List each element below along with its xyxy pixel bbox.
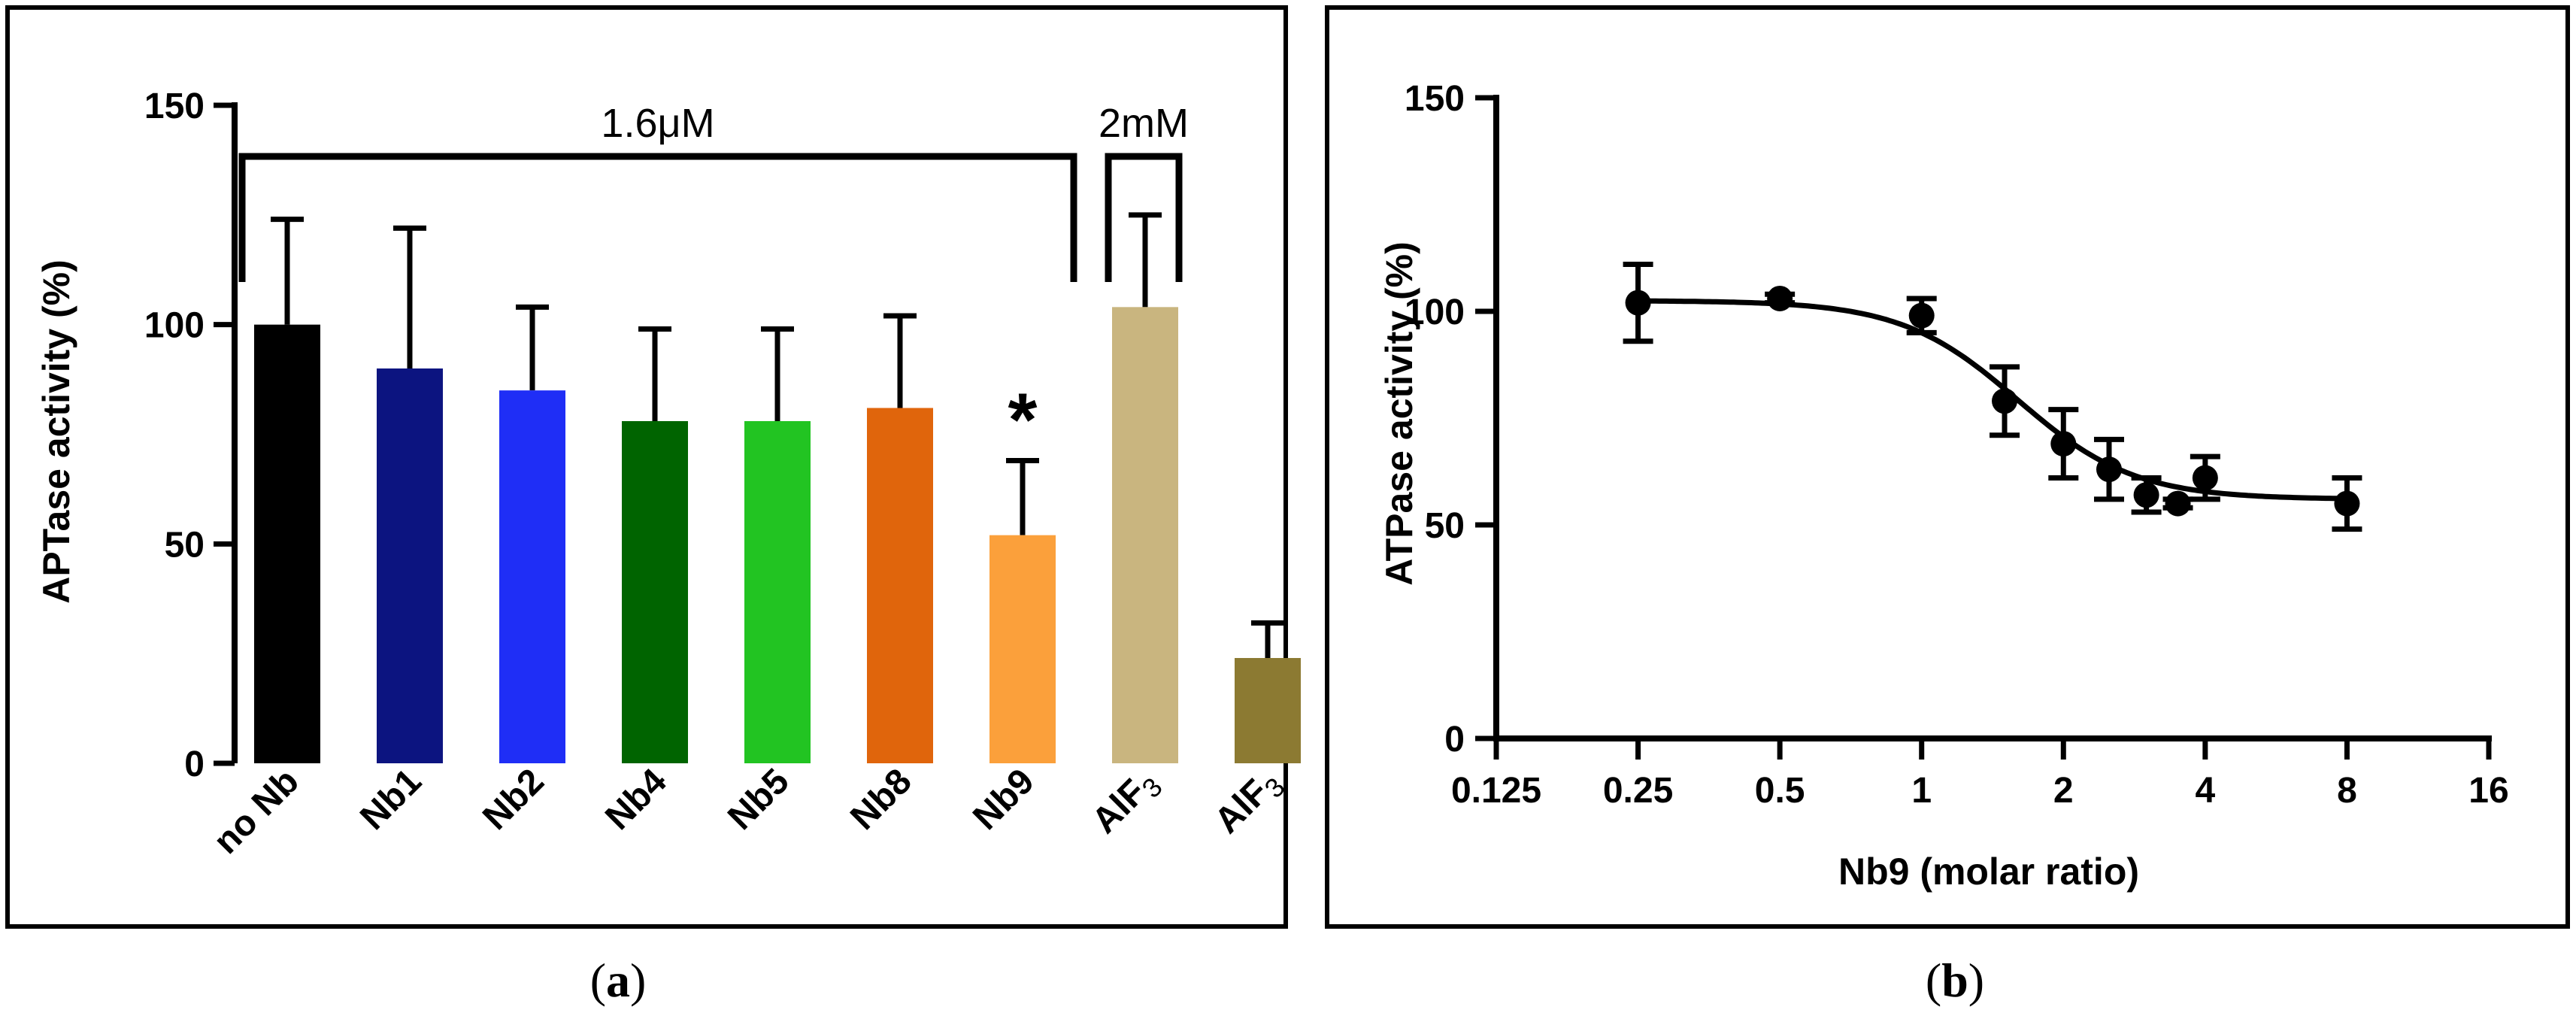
panel-a-bars: * <box>254 212 1301 764</box>
bracket-1-6um <box>238 153 1077 282</box>
y-tick-label: 150 <box>144 86 205 126</box>
caption-a: (a) <box>590 954 647 1007</box>
data-point <box>1908 302 1935 329</box>
panel-b-x-axis-title: Nb9 (molar ratio) <box>1838 851 2139 893</box>
fit-curve-line <box>1638 298 2347 502</box>
bracket-2mm <box>1105 153 1183 282</box>
data-point <box>1767 285 1793 311</box>
y-tick-label: 0 <box>1444 720 1465 760</box>
x-tick-label: 8 <box>2337 771 2357 811</box>
x-tick-label: 1 <box>1911 771 1932 811</box>
x-tick-label: 0.25 <box>1603 771 1673 811</box>
panel-b-frame <box>1325 5 2570 929</box>
bar-9 <box>1235 658 1301 763</box>
bracket-label-1-6um: 1.6μM <box>601 101 714 146</box>
data-point <box>2050 431 2077 457</box>
y-tick-label: 150 <box>1405 79 1465 119</box>
bar-8 <box>1112 307 1178 763</box>
bar-5 <box>744 421 811 763</box>
data-point <box>2192 465 2218 491</box>
bar-2 <box>377 368 443 763</box>
bar-3 <box>499 390 565 763</box>
data-point <box>2133 482 2159 508</box>
panel-b-fit-curve <box>1638 298 2347 502</box>
x-tick-label: 0.125 <box>1451 771 1541 811</box>
bracket-label-2mm: 2mM <box>1099 101 1189 146</box>
y-tick-label: 50 <box>1425 506 1465 546</box>
data-point <box>1992 388 2018 414</box>
panel-b-y-axis-title: ATPase activity (%) <box>1378 241 1420 586</box>
x-tick-label: 2 <box>2053 771 2074 811</box>
caption-b: (b) <box>1926 954 1984 1007</box>
bar-4 <box>622 421 688 763</box>
panel-a-y-axis-title: APTase activity (%) <box>35 259 77 604</box>
panel-a-bar-chart: APTase activity (%) 0 50 100 150 * 1.6μM 2mM… <box>5 5 1301 929</box>
x-tick-label: 0.5 <box>1755 771 1805 811</box>
panel-b-axes: 0 50 100 150 0.125 0.25 0.5 1 2 4 8 16 <box>1405 79 2509 811</box>
significance-asterisk: * <box>1008 378 1038 462</box>
data-point <box>1625 290 1651 316</box>
y-tick-label: 100 <box>1405 293 1465 332</box>
panel-a-axes: 0 50 100 150 <box>144 86 238 784</box>
bar-7 <box>989 535 1056 763</box>
x-tick-label: 4 <box>2196 771 2216 811</box>
caption-b-letter: b <box>1941 954 1968 1007</box>
bar-6 <box>867 408 933 763</box>
caption-a-letter: a <box>606 954 630 1007</box>
data-point <box>2096 456 2122 483</box>
bar-1 <box>254 324 320 764</box>
panel-b-dose-response-chart: ATPase activity (%) Nb9 (molar ratio) 0 5… <box>1325 5 2570 929</box>
x-tick-label: 16 <box>2468 771 2508 811</box>
y-tick-label: 50 <box>165 525 205 565</box>
panel-b-data-points <box>1623 262 2362 532</box>
data-point <box>2165 490 2191 517</box>
y-tick-label: 100 <box>144 306 205 346</box>
y-tick-label: 0 <box>184 744 205 784</box>
data-point <box>2334 490 2360 517</box>
panel-a-brackets: 1.6μM 2mM <box>238 101 1189 282</box>
